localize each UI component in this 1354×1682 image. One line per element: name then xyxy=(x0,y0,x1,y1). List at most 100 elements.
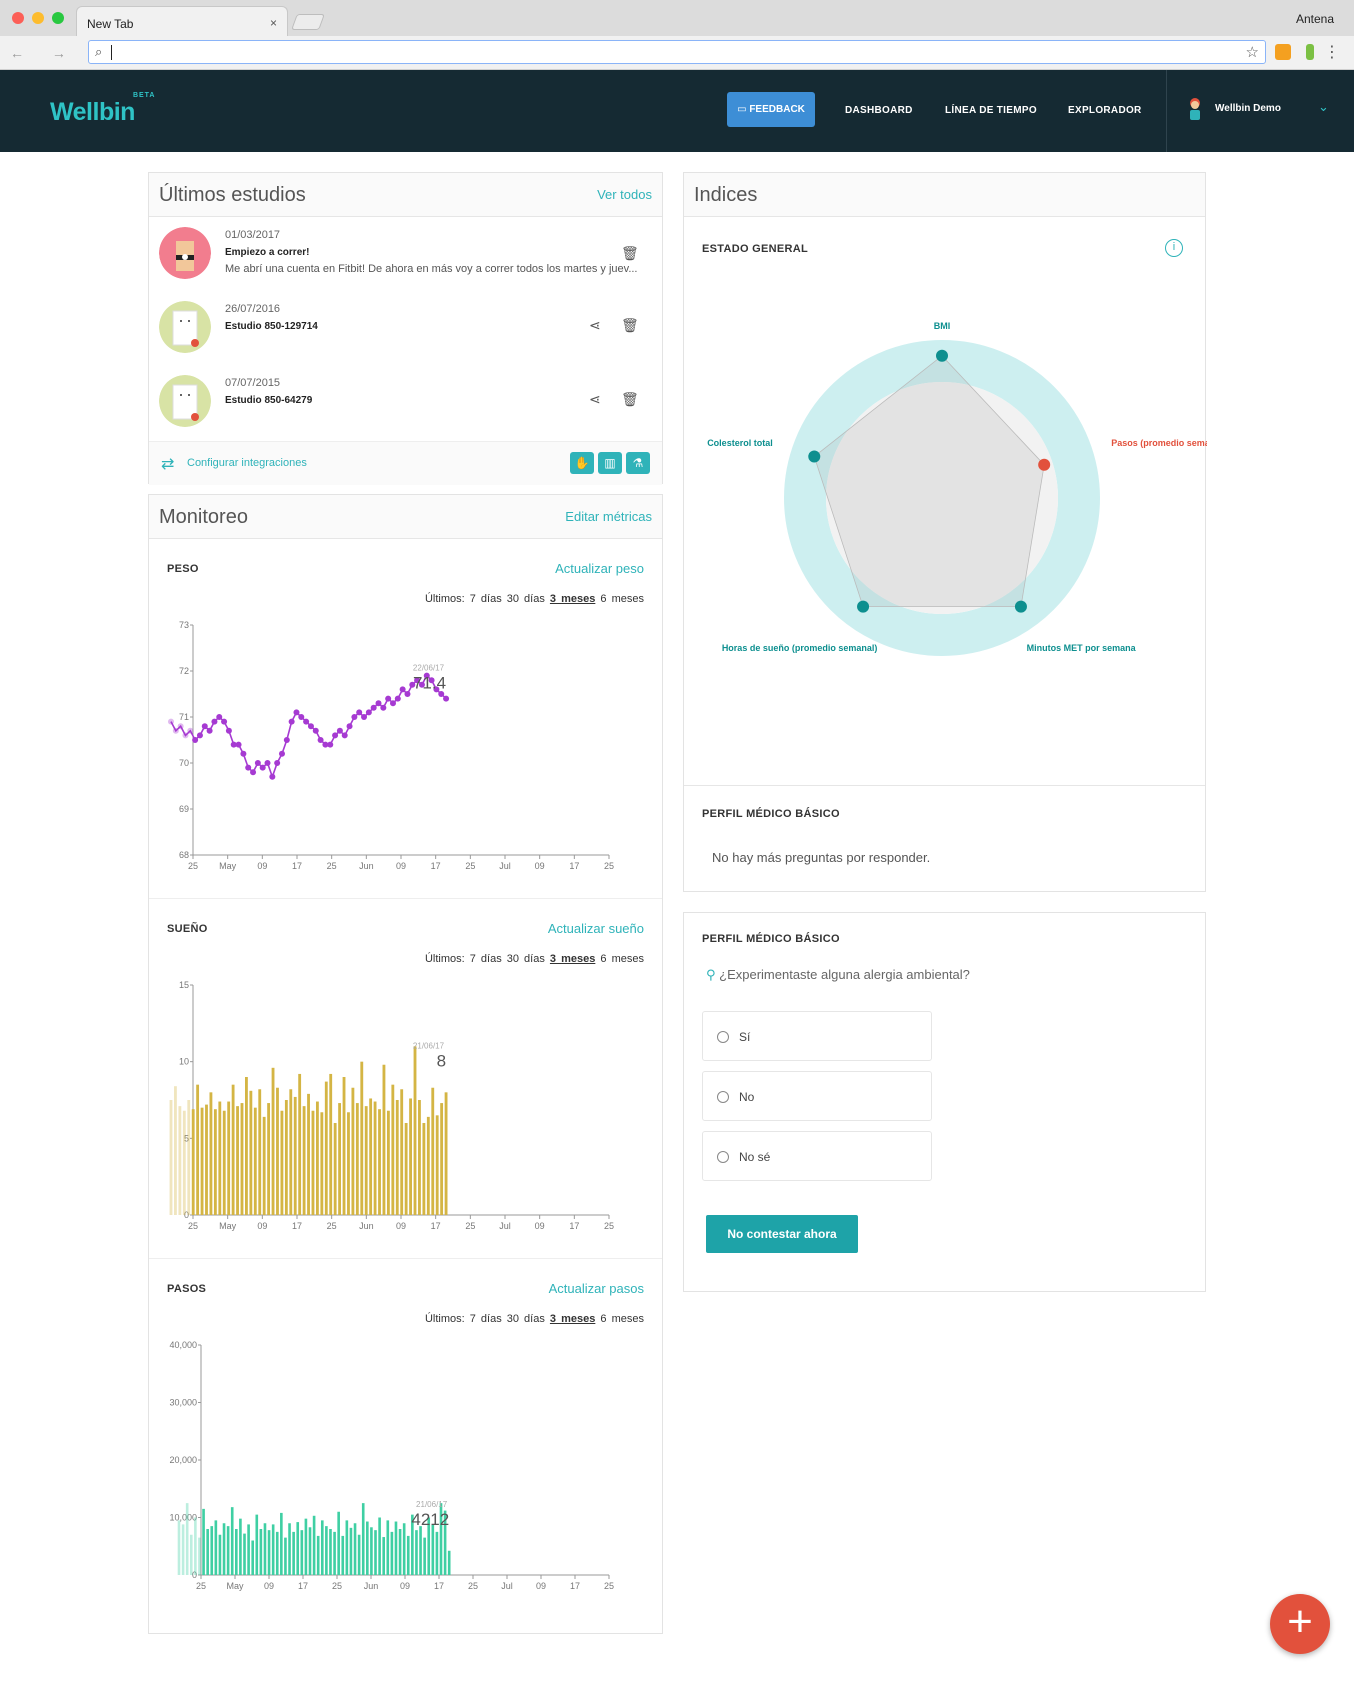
weight-title: PESO xyxy=(167,563,199,575)
add-button[interactable]: + xyxy=(1270,1594,1330,1654)
update-sleep-link[interactable]: Actualizar sueño xyxy=(547,921,644,936)
range-30d[interactable]: 30 días xyxy=(506,953,545,965)
update-steps-link[interactable]: Actualizar pasos xyxy=(548,1281,644,1296)
browser-profile-name[interactable]: Antena xyxy=(1295,12,1334,26)
steps-chart[interactable]: 0 10,000 20,000 30,000 40,000 25 May 09 17 25 Jun 0… xyxy=(149,1325,664,1615)
range-3m[interactable]: 3 meses xyxy=(549,953,596,965)
manual-entry-button[interactable]: ✋ xyxy=(570,452,594,474)
steps-bar xyxy=(189,1534,193,1575)
lab-button[interactable]: ⚗ xyxy=(626,452,650,474)
sleep-bar xyxy=(182,1110,186,1215)
trash-icon[interactable]: 🗑 xyxy=(621,245,639,261)
trash-icon[interactable]: 🗑 xyxy=(621,391,639,407)
nav-timeline[interactable]: LÍNEA DE TIEMPO xyxy=(945,105,1037,116)
study-item[interactable]: 26/07/2016 Estudio 850-129714 ⋖ 🗑 xyxy=(159,301,659,361)
navigation-buttons[interactable]: ← → ↻ xyxy=(10,45,118,61)
study-item[interactable]: 07/07/2015 Estudio 850-64279 ⋖ 🗑 xyxy=(159,375,659,435)
weight-point xyxy=(240,750,247,757)
nav-explorer[interactable]: EXPLORADOR xyxy=(1068,105,1142,116)
configure-integrations-link[interactable]: Configurar integraciones xyxy=(187,457,307,469)
steps-bar xyxy=(263,1523,267,1575)
x-tick-label: 09 xyxy=(396,1221,406,1231)
sleep-chart[interactable]: 0 5 10 15 25 May 09 17 25 Jun 09 17 25 Jul 09 17 25 21/06… xyxy=(149,965,664,1255)
star-icon[interactable]: ☆ xyxy=(1245,44,1259,61)
tab-title: New Tab xyxy=(87,17,134,31)
range-label: Últimos: xyxy=(424,593,465,605)
trash-icon[interactable]: 🗑 xyxy=(621,317,639,333)
option-no[interactable]: No xyxy=(702,1071,932,1121)
steps-bar xyxy=(374,1530,377,1575)
radio-button[interactable] xyxy=(717,1031,729,1043)
chevron-down-icon[interactable]: ⌄ xyxy=(1318,99,1329,114)
range-6m[interactable]: 6 meses xyxy=(600,1313,644,1325)
steps-bar xyxy=(292,1531,295,1575)
option-dont-know[interactable]: No sé xyxy=(702,1131,932,1181)
range-30d[interactable]: 30 días xyxy=(506,1313,545,1325)
address-bar[interactable]: ⌕ ☆ xyxy=(88,40,1266,64)
sleep-bar xyxy=(409,1098,412,1215)
document-button[interactable]: ▥ xyxy=(598,452,622,474)
share-icon[interactable]: ⋖ xyxy=(589,391,601,407)
skip-question-button[interactable]: No contestar ahora xyxy=(706,1215,858,1253)
sleep-bar xyxy=(404,1123,408,1215)
steps-bar xyxy=(177,1520,181,1575)
edit-metrics-link[interactable]: Editar métricas xyxy=(565,509,652,524)
sleep-bar xyxy=(435,1115,439,1215)
sleep-bar xyxy=(315,1101,319,1215)
weight-chart[interactable]: 68 69 70 71 72 73 25 May 09 17 25 Jun 09 17 25 Jul 09 17 2… xyxy=(149,605,664,895)
sleep-bar xyxy=(267,1103,271,1215)
y-tick-label: 73 xyxy=(179,620,189,630)
sleep-bar xyxy=(342,1077,346,1215)
close-window-button[interactable] xyxy=(12,12,24,24)
minimize-window-button[interactable] xyxy=(32,12,44,24)
study-item[interactable]: 01/03/2017 Empiezo a correr! Me abrí una… xyxy=(159,227,659,287)
steps-bar xyxy=(280,1512,283,1575)
info-icon[interactable]: i xyxy=(1165,239,1183,257)
share-icon[interactable]: ⋖ xyxy=(589,317,601,333)
feedback-button[interactable]: ▭ FEEDBACK xyxy=(727,92,815,127)
sleep-bar xyxy=(280,1110,284,1215)
steps-bar xyxy=(345,1520,349,1575)
option-yes[interactable]: Sí xyxy=(702,1011,932,1061)
wellbin-logo[interactable]: WellbinBETA xyxy=(50,92,157,127)
option-label: No sé xyxy=(739,1150,771,1164)
steps-bar xyxy=(443,1510,447,1575)
radio-button[interactable] xyxy=(717,1151,729,1163)
study-date: 07/07/2015 xyxy=(225,377,281,389)
x-tick-label: 25 xyxy=(196,1581,206,1591)
tab-close-icon[interactable]: × xyxy=(269,16,277,30)
steps-bar xyxy=(288,1523,291,1575)
weight-point xyxy=(293,709,300,716)
range-3m[interactable]: 3 meses xyxy=(549,1313,596,1325)
range-3m[interactable]: 3 meses xyxy=(549,593,596,605)
user-name[interactable]: Wellbin Demo xyxy=(1215,103,1281,114)
nav-divider xyxy=(1166,70,1167,152)
new-tab-button[interactable] xyxy=(291,14,325,30)
steps-bar xyxy=(357,1534,361,1575)
steps-bar xyxy=(271,1524,275,1575)
sleep-bar xyxy=(258,1089,262,1215)
steps-bar xyxy=(439,1503,443,1575)
update-weight-link[interactable]: Actualizar peso xyxy=(555,561,644,576)
user-avatar[interactable] xyxy=(1187,97,1203,121)
see-all-link[interactable]: Ver todos xyxy=(597,187,652,202)
nav-dashboard[interactable]: DASHBOARD xyxy=(845,105,913,116)
range-7d[interactable]: 7 días xyxy=(469,593,502,605)
weight-point xyxy=(317,737,324,743)
weight-point xyxy=(404,691,411,697)
browser-tab[interactable]: New Tab × xyxy=(76,6,288,36)
maximize-window-button[interactable] xyxy=(52,12,64,24)
sleep-bar xyxy=(329,1073,333,1215)
radar-chart[interactable]: BMI Pasos (promedio semanal) Minutos MET p… xyxy=(684,273,1207,793)
range-30d[interactable]: 30 días xyxy=(506,593,545,605)
text-caret xyxy=(111,45,112,60)
range-7d[interactable]: 7 días xyxy=(469,953,502,965)
extension-icon-battery[interactable] xyxy=(1306,44,1314,60)
browser-menu-icon[interactable]: ⋮ xyxy=(1324,44,1340,61)
steps-bar xyxy=(206,1529,209,1575)
radio-button[interactable] xyxy=(717,1091,729,1103)
range-6m[interactable]: 6 meses xyxy=(600,593,644,605)
range-7d[interactable]: 7 días xyxy=(469,1313,502,1325)
range-6m[interactable]: 6 meses xyxy=(600,953,644,965)
extension-icon-chart[interactable] xyxy=(1275,44,1291,60)
